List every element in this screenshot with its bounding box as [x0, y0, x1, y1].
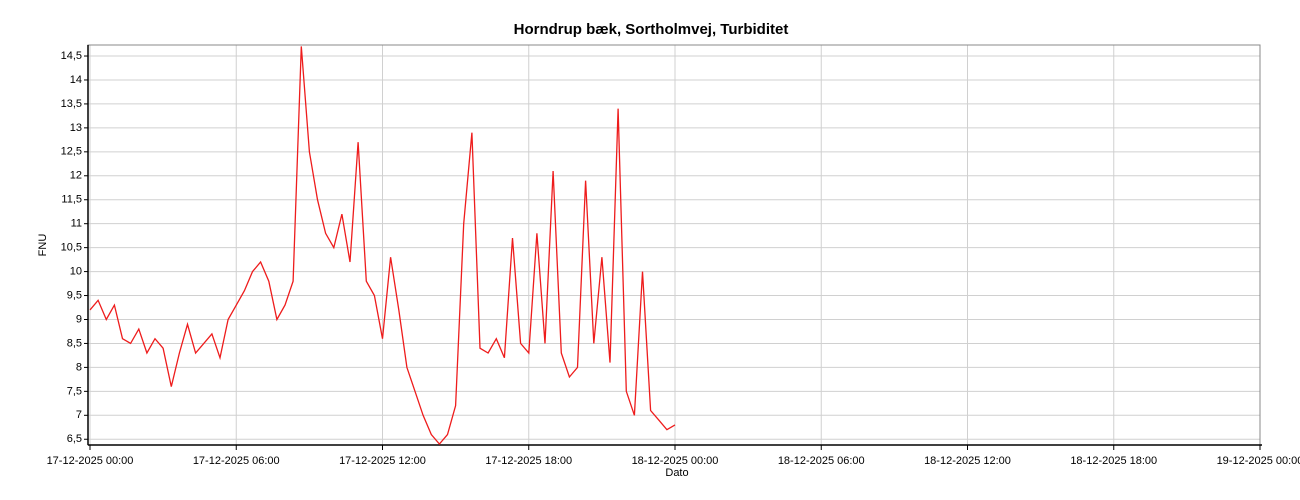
- y-tick-label: 9,5: [67, 289, 82, 301]
- y-tick-label: 14: [70, 74, 82, 86]
- y-tick-label: 6,5: [67, 433, 82, 445]
- y-tick-label: 14,5: [61, 50, 82, 62]
- x-tick-label: 17-12-2025 00:00: [47, 455, 134, 467]
- x-axis-label: Dato: [665, 467, 688, 479]
- y-tick-label: 9: [76, 313, 82, 325]
- chart-title: Horndrup bæk, Sortholmvej, Turbiditet: [514, 21, 789, 38]
- y-tick-label: 12: [70, 170, 82, 182]
- x-tick-label: 17-12-2025 06:00: [193, 455, 280, 467]
- y-tick-label: 10,5: [61, 242, 82, 254]
- x-tick-label: 18-12-2025 06:00: [778, 455, 865, 467]
- y-tick-label: 8: [76, 361, 82, 373]
- x-tick-label: 18-12-2025 00:00: [632, 455, 719, 467]
- y-axis-label: FNU: [37, 234, 49, 257]
- y-tick-label: 12,5: [61, 146, 82, 158]
- x-tick-label: 17-12-2025 12:00: [339, 455, 426, 467]
- y-tick-label: 7: [76, 409, 82, 421]
- data-line: [89, 46, 676, 446]
- y-tick-label: 10: [70, 265, 82, 277]
- x-tick-label: 18-12-2025 18:00: [1070, 455, 1157, 467]
- y-tick-label: 11,5: [61, 194, 82, 206]
- y-tick-label: 11: [71, 218, 82, 230]
- x-tick-label: 19-12-2025 00:00: [1217, 455, 1300, 467]
- y-tick-label: 13,5: [61, 98, 82, 110]
- y-tick-label: 8,5: [67, 337, 82, 349]
- y-tick-label: 7,5: [67, 385, 82, 397]
- y-tick-label: 13: [70, 122, 82, 134]
- x-tick-label: 17-12-2025 18:00: [485, 455, 572, 467]
- x-tick-label: 18-12-2025 12:00: [924, 455, 1011, 467]
